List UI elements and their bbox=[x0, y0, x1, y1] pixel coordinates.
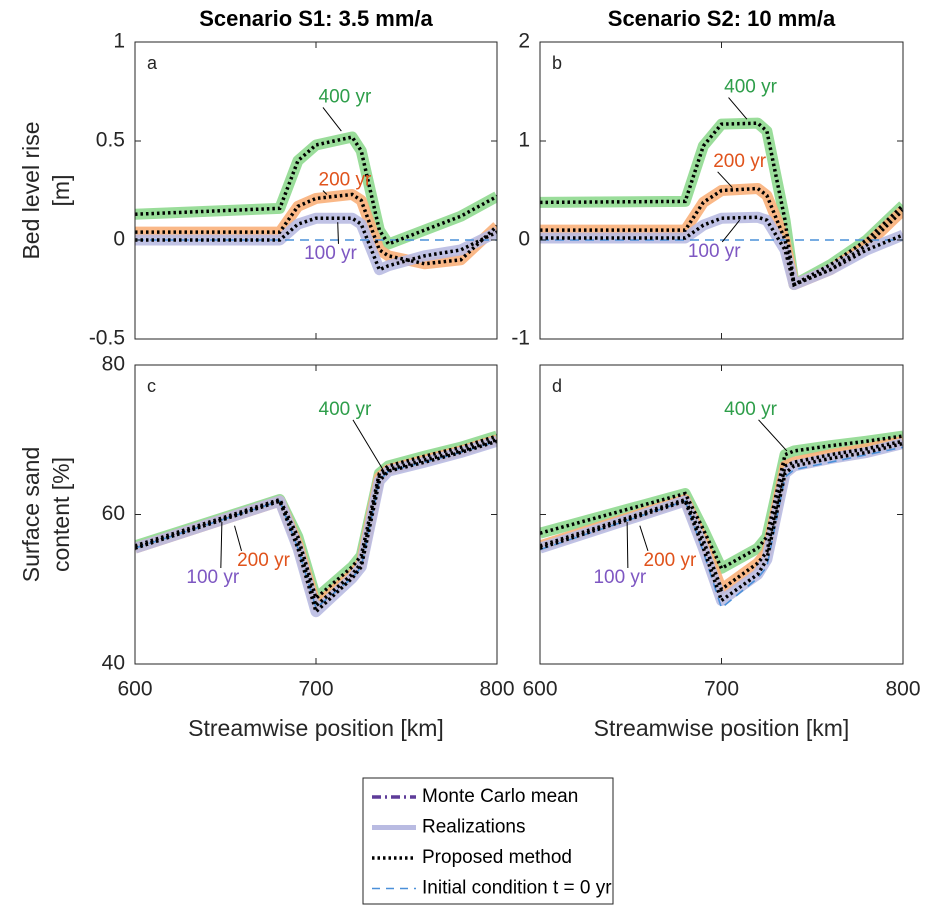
annotation-label: 100 yr bbox=[688, 241, 741, 262]
annotation-label: 400 yr bbox=[724, 399, 777, 420]
panel-title: Scenario S1: 3.5 mm/a bbox=[199, 6, 433, 31]
y-tick-label: 60 bbox=[102, 502, 125, 525]
proposed-method-line bbox=[135, 192, 497, 266]
annotation-leader bbox=[220, 521, 223, 569]
annotation-leader bbox=[639, 525, 649, 551]
initial-condition-line bbox=[135, 440, 497, 610]
annotation-leader bbox=[322, 107, 342, 132]
annotation-leader bbox=[721, 219, 741, 243]
annotation-label: 200 yr bbox=[644, 550, 697, 571]
panel-label: b bbox=[552, 53, 562, 73]
annotation-leader bbox=[337, 222, 339, 244]
proposed-method-line bbox=[540, 434, 903, 571]
y-tick-label: 1 bbox=[113, 30, 125, 53]
proposed-method-line bbox=[540, 439, 903, 593]
x-tick-label: 600 bbox=[522, 678, 557, 701]
panel-label: d bbox=[552, 376, 562, 396]
y-tick-label: 0 bbox=[518, 228, 530, 251]
annotation-leader bbox=[234, 525, 242, 551]
annotation-leader bbox=[322, 190, 328, 195]
y-tick-label: 80 bbox=[102, 353, 125, 376]
y-tick-label: 0.5 bbox=[96, 129, 125, 152]
annotation-leader bbox=[352, 419, 384, 470]
annotation-label: 100 yr bbox=[593, 567, 646, 588]
x-tick-label: 700 bbox=[704, 678, 739, 701]
annotation-leader bbox=[728, 97, 748, 120]
annotation-leader bbox=[626, 521, 629, 569]
legend-label: Proposed method bbox=[422, 847, 572, 868]
realizations-band bbox=[135, 131, 497, 250]
x-tick-label: 800 bbox=[479, 678, 514, 701]
panel-label: c bbox=[147, 376, 156, 396]
legend-box bbox=[362, 777, 614, 905]
proposed-method-line bbox=[540, 441, 903, 604]
x-axis-label: Streamwise position [km] bbox=[594, 715, 850, 741]
annotation-label: 400 yr bbox=[319, 86, 372, 107]
y-axis-label: Bed level rise bbox=[18, 121, 44, 259]
y-tick-label: -0.5 bbox=[89, 327, 125, 350]
annotation-leader bbox=[717, 171, 733, 188]
legend-label: Monte Carlo mean bbox=[422, 786, 578, 807]
annotation-label: 200 yr bbox=[713, 151, 766, 172]
proposed-method-line bbox=[135, 434, 497, 602]
x-axis-label: Streamwise position [km] bbox=[188, 715, 444, 741]
y-axis-label: [m] bbox=[48, 175, 74, 207]
axes-frame bbox=[134, 41, 498, 340]
plot-area: 400 yr 200 yr 100 yr bbox=[135, 86, 497, 276]
panel-label: a bbox=[147, 53, 158, 73]
proposed-method-line bbox=[540, 186, 903, 287]
panel-title: Scenario S2: 10 mm/a bbox=[608, 6, 836, 31]
plot-area: 400 yr 200 yr 100 yr bbox=[540, 77, 903, 291]
y-tick-label: 40 bbox=[102, 652, 125, 675]
annotation-label: 400 yr bbox=[319, 399, 372, 420]
axes-frame bbox=[134, 364, 498, 665]
x-tick-label: 700 bbox=[298, 678, 333, 701]
annotation-label: 100 yr bbox=[186, 567, 239, 588]
annotation-label: 400 yr bbox=[724, 77, 777, 98]
annotation-label: 200 yr bbox=[319, 170, 372, 191]
x-tick-label: 800 bbox=[885, 678, 920, 701]
y-tick-label: -1 bbox=[511, 327, 530, 350]
proposed-method-line bbox=[135, 216, 497, 273]
proposed-method-line bbox=[540, 215, 903, 287]
annotation-label: 200 yr bbox=[237, 550, 290, 571]
legend-label: Realizations bbox=[422, 817, 526, 838]
x-tick-label: 600 bbox=[117, 678, 152, 701]
y-tick-label: 0 bbox=[113, 228, 125, 251]
initial-condition-line bbox=[540, 446, 903, 610]
annotation-leader bbox=[758, 419, 788, 452]
annotation-label: 100 yr bbox=[304, 243, 357, 264]
y-tick-label: 1 bbox=[518, 129, 530, 152]
y-tick-label: 2 bbox=[518, 30, 530, 53]
legend-label: Initial condition t = 0 yr bbox=[422, 878, 612, 899]
y-axis-label: Surface sand bbox=[18, 447, 44, 583]
y-axis-label: content [%] bbox=[48, 457, 74, 572]
